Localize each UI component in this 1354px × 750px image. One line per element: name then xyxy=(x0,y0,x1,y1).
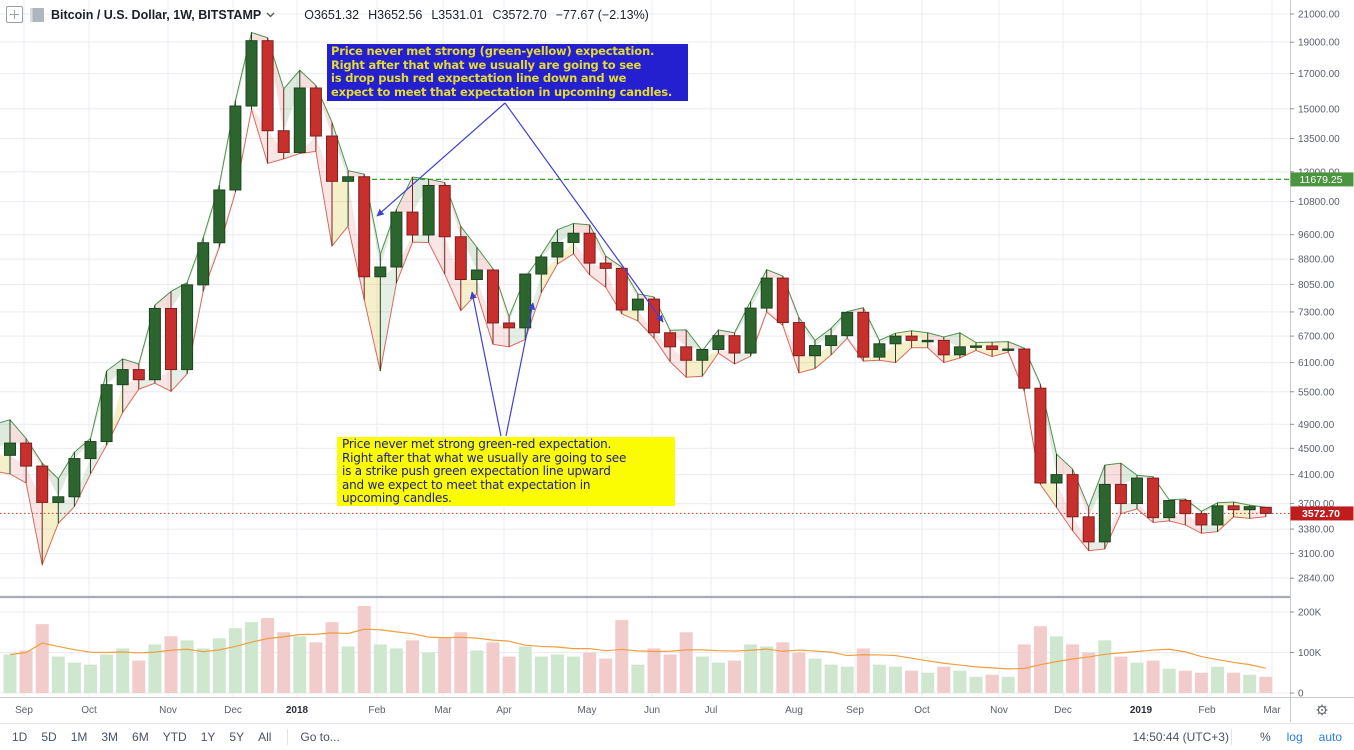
pane-separators xyxy=(0,0,1354,722)
grid xyxy=(0,0,1290,697)
last-price-text: 3572.70 xyxy=(1302,508,1340,520)
gear-icon[interactable] xyxy=(1316,704,1328,716)
price-tick: 15000.00 xyxy=(1298,104,1340,115)
price-tick: 3380.00 xyxy=(1298,525,1335,536)
time-axis-label: Jun xyxy=(644,705,660,716)
time-axis-label: Mar xyxy=(1263,705,1281,716)
time-axis-label: May xyxy=(578,705,597,716)
time-axis-label: Feb xyxy=(368,705,386,716)
goto-button[interactable]: Go to... xyxy=(300,730,340,744)
price-tick: 7300.00 xyxy=(1298,307,1335,318)
range-3m[interactable]: 3M xyxy=(101,730,119,744)
chevron-down-icon[interactable] xyxy=(266,12,275,18)
range-ytd[interactable]: YTD xyxy=(162,730,187,744)
toolbar-divider xyxy=(287,729,289,745)
time-axis-label: Nov xyxy=(159,705,177,716)
bottom-toolbar: 1D 5D 1M 3M 6M YTD 1Y 5Y All Go to... 14… xyxy=(0,723,1354,750)
open-value: O3651.32 xyxy=(304,7,360,22)
time-axis-label: Nov xyxy=(990,705,1008,716)
green-level-price-text: 11679.25 xyxy=(1299,174,1342,186)
time-axis-label: Dec xyxy=(224,705,242,716)
annotation-arrows xyxy=(376,102,664,437)
time-axis-label: Aug xyxy=(785,705,803,716)
price-axis[interactable]: 21000.00 19000.00 17000.00 15000.00 13500.00… xyxy=(1290,9,1354,700)
price-tick: 6700.00 xyxy=(1298,332,1335,343)
toolbar-divider-right xyxy=(1230,729,1232,745)
log-scale-button[interactable]: log xyxy=(1286,730,1303,744)
blue-annotation-note[interactable]: Price never met strong (green-yellow) ex… xyxy=(327,44,688,101)
price-tick: 5500.00 xyxy=(1298,387,1335,398)
time-axis-label: Sep xyxy=(15,705,33,716)
last-price-label xyxy=(1290,506,1354,521)
green-level-price-label xyxy=(1290,172,1354,187)
percent-scale-button[interactable]: % xyxy=(1259,730,1271,744)
price-tick: 19000.00 xyxy=(1298,38,1340,49)
price-tick: 3100.00 xyxy=(1298,549,1335,560)
high-value: H3652.56 xyxy=(368,7,423,22)
volume-tick: 100K xyxy=(1298,648,1322,659)
time-axis-label: Jul xyxy=(705,705,718,716)
time-axis[interactable]: Sep Oct Nov Dec 2018 Feb Mar Apr May Jun Jul Aug Sep… xyxy=(15,705,1281,716)
volume-tick: 200K xyxy=(1298,608,1322,619)
price-tick: 3700.00 xyxy=(1298,499,1335,510)
volume-series xyxy=(3,605,1273,693)
range-buttons: 1D 5D 1M 3M 6M YTD 1Y 5Y All Go to... xyxy=(12,729,340,745)
symbol-header: Bitcoin / U.S. Dollar, 1W, BITSTAMP O365… xyxy=(6,6,649,23)
price-tick: 2840.00 xyxy=(1298,574,1335,585)
range-5y[interactable]: 5Y xyxy=(229,730,245,744)
low-value: L3531.01 xyxy=(431,7,484,22)
expand-icon[interactable] xyxy=(6,6,23,23)
time-axis-label: 2019 xyxy=(1130,705,1153,716)
volume-ma-line xyxy=(9,628,1266,670)
scale-controls: 14:50:44 (UTC+3) % log auto xyxy=(1133,729,1342,745)
time-axis-label: Sep xyxy=(846,705,864,716)
exchange-logo-icon xyxy=(30,7,44,22)
range-1d[interactable]: 1D xyxy=(12,730,28,744)
time-axis-label: Feb xyxy=(1198,705,1216,716)
price-tick: 6100.00 xyxy=(1298,358,1335,369)
range-1m[interactable]: 1M xyxy=(70,730,88,744)
clock-utc[interactable]: 14:50:44 (UTC+3) xyxy=(1132,730,1229,744)
time-axis-label: Oct xyxy=(914,705,930,716)
candles-series xyxy=(4,32,1272,565)
time-axis-label: Apr xyxy=(496,705,512,716)
time-axis-label: Oct xyxy=(81,705,97,716)
range-5d[interactable]: 5D xyxy=(41,730,57,744)
time-axis-label: Mar xyxy=(434,705,452,716)
price-tick: 10800.00 xyxy=(1298,197,1340,208)
time-axis-label: 2018 xyxy=(286,705,309,716)
price-tick: 4100.00 xyxy=(1298,470,1335,481)
range-6m[interactable]: 6M xyxy=(132,730,149,744)
ohlc-readout: O3651.32 H3652.56 L3531.01 C3572.70 −77.… xyxy=(304,8,649,22)
time-axis-label: Dec xyxy=(1054,705,1072,716)
price-tick: 9600.00 xyxy=(1298,230,1335,241)
level-lines xyxy=(0,178,1290,514)
symbol-title[interactable]: Bitcoin / U.S. Dollar, 1W, BITSTAMP xyxy=(51,7,262,22)
price-tick: 8050.00 xyxy=(1298,280,1335,291)
price-tick: 8800.00 xyxy=(1298,255,1335,266)
price-tick: 17000.00 xyxy=(1298,69,1340,80)
price-tick: 4900.00 xyxy=(1298,420,1335,431)
change-value: −77.67 (−2.13%) xyxy=(555,7,649,22)
price-tick: 13500.00 xyxy=(1298,134,1340,145)
yellow-annotation-note[interactable]: Price never met strong green-red expecta… xyxy=(337,437,675,506)
auto-scale-button[interactable]: auto xyxy=(1318,730,1342,744)
range-all[interactable]: All xyxy=(258,730,272,744)
price-tick: 4500.00 xyxy=(1298,444,1335,455)
price-tick: 21000.00 xyxy=(1298,9,1340,20)
volume-tick: 0 xyxy=(1298,689,1304,700)
range-1y[interactable]: 1Y xyxy=(200,730,216,744)
close-value: C3572.70 xyxy=(492,7,547,22)
